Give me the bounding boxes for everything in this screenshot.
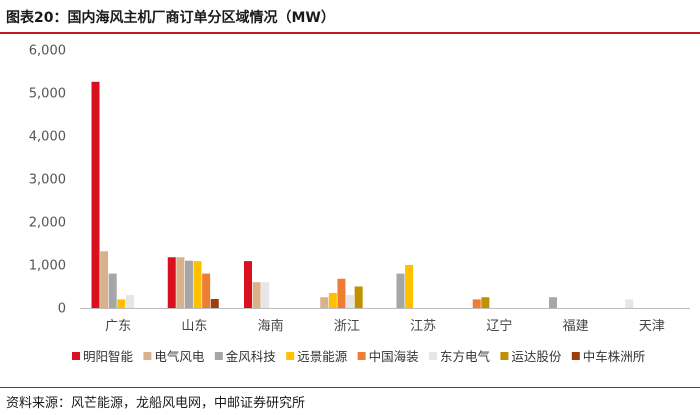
footer-divider (0, 387, 700, 388)
legend-swatch (214, 352, 223, 360)
bar (354, 286, 363, 308)
y-tick-label: 3,000 (29, 173, 66, 188)
source-note: 资料来源：风芒能源，龙船风电网，中邮证券研究所 (6, 396, 306, 411)
bar (184, 260, 193, 308)
bar (176, 257, 185, 308)
legend-label: 东方电气 (440, 349, 491, 364)
legend-swatch (500, 352, 509, 360)
bar (320, 297, 329, 308)
legend: 明阳智能 电气风电 金风科技 远景能源 中国海装 东方电气 运达股份 中车株洲所 (72, 349, 645, 364)
bar (472, 299, 481, 308)
legend-swatch (357, 352, 366, 360)
x-category-label: 福建 (563, 319, 589, 334)
y-tick-label: 1,000 (29, 259, 66, 274)
x-category-label: 山东 (181, 319, 207, 334)
bar (100, 251, 109, 308)
y-tick-label: 4,000 (29, 130, 66, 145)
bar (625, 299, 634, 308)
bar (261, 282, 270, 308)
bar (108, 273, 117, 308)
x-category-label: 天津 (639, 319, 665, 334)
bar (91, 81, 100, 308)
y-tick-label: 2,000 (29, 216, 66, 231)
bar (346, 295, 355, 308)
bar (328, 292, 337, 308)
chart-figure-title: 图表20：国内海风主机厂商订单分区域情况（MW） (6, 10, 335, 26)
legend-swatch (429, 352, 437, 360)
bar (117, 299, 126, 308)
legend-label: 中国海装 (369, 349, 419, 364)
x-category-label: 海南 (258, 318, 284, 334)
legend-label: 明阳智能 (83, 349, 134, 364)
x-category-label: 辽宁 (486, 318, 512, 334)
bar-layer (91, 81, 634, 308)
legend-swatch (286, 352, 295, 360)
legend-label: 电气风电 (154, 349, 205, 364)
bar (481, 297, 490, 308)
axis-layer: 0 1,000 2,000 3,000 4,000 5,000 6,000 广东 山东 海南 浙江 江… (29, 44, 690, 334)
bar (244, 261, 252, 308)
report-header: 图表20：国内海风主机厂商订单分区域情况（MW） (0, 0, 700, 34)
bar (125, 295, 134, 308)
bar (252, 282, 261, 308)
bar (167, 257, 176, 308)
legend-label: 金风科技 (226, 349, 277, 364)
bar (396, 273, 405, 308)
legend-swatch (143, 352, 152, 360)
legend-swatch (571, 352, 580, 360)
bar (210, 298, 219, 308)
legend-label: 运达股份 (511, 349, 562, 364)
bar (337, 278, 346, 308)
y-tick-label: 5,000 (29, 87, 66, 102)
y-tick-label: 0 (58, 302, 66, 317)
bar-chart: 0 1,000 2,000 3,000 4,000 5,000 6,000 广东 山东 海南 浙江 江… (29, 44, 690, 364)
bar (405, 265, 414, 308)
legend-label: 中车株洲所 (583, 349, 646, 364)
x-category-label: 广东 (105, 319, 131, 334)
bar (549, 297, 557, 308)
legend-swatch (72, 352, 80, 360)
x-category-label: 浙江 (334, 319, 360, 334)
bar (202, 273, 211, 308)
legend-label: 远景能源 (297, 349, 348, 364)
x-category-label: 江苏 (410, 318, 436, 334)
bar (193, 261, 202, 308)
header-divider (0, 32, 700, 34)
y-tick-label: 6,000 (29, 44, 66, 59)
